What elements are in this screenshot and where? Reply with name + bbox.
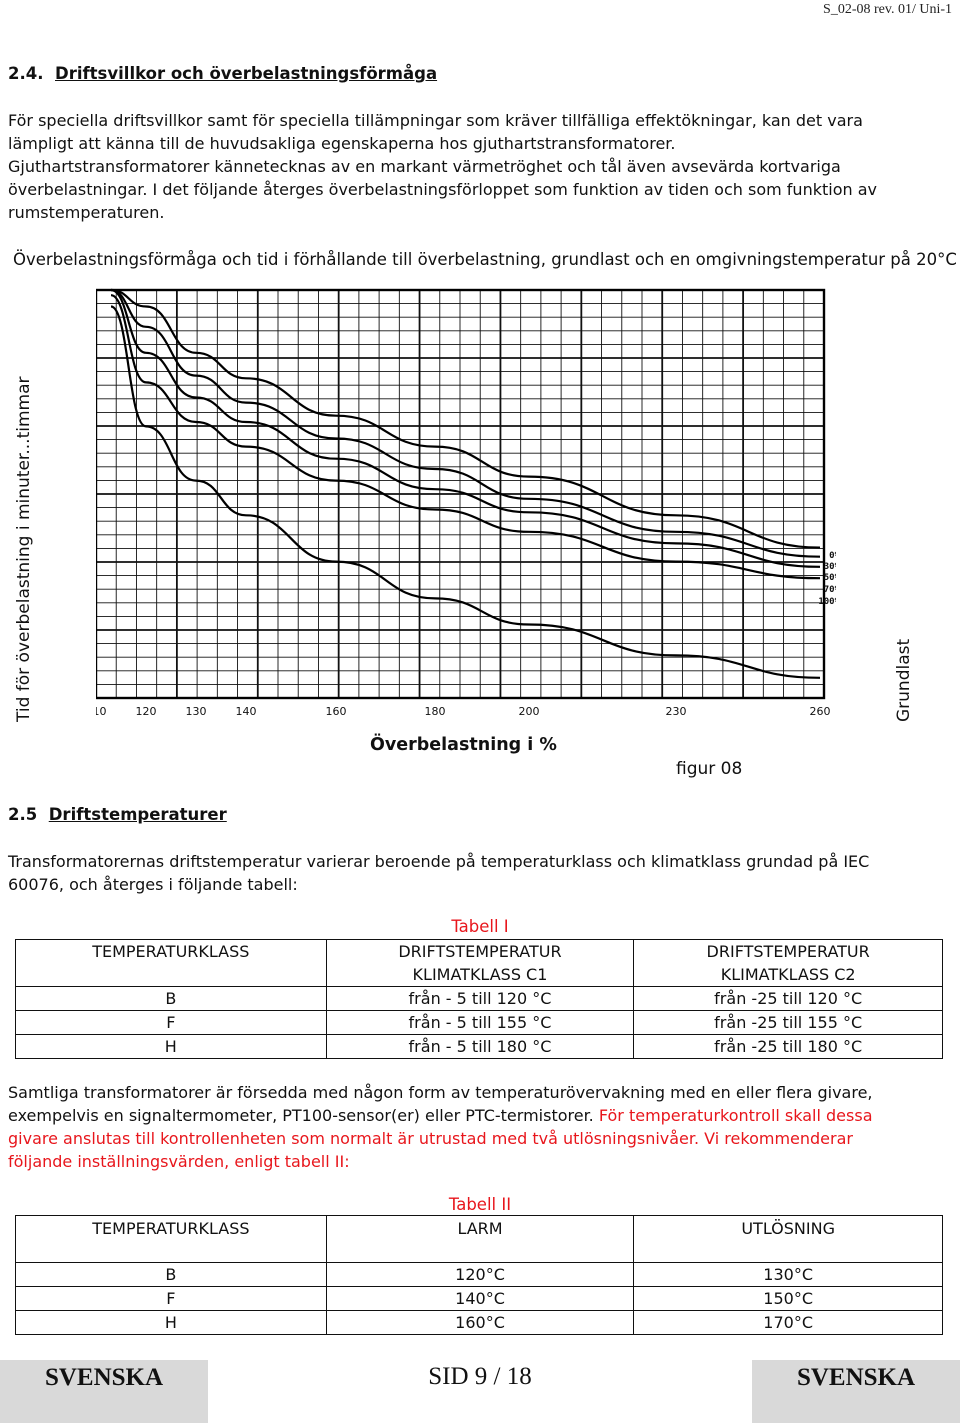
- section-heading-2-4: 2.4. Driftsvillkor och överbelastningsfö…: [8, 64, 437, 83]
- paragraph-line: 60076, och återges i följande tabell:: [8, 875, 298, 894]
- table-row: H från - 5 till 180 °C från -25 till 180…: [15, 1034, 943, 1059]
- legend-label: 50%: [824, 573, 836, 583]
- table-cell: 130°C: [633, 1262, 943, 1287]
- grundlast-label: Grundlast: [894, 638, 914, 722]
- figure-label: figur 08: [676, 759, 743, 779]
- curve-100pct: [110, 305, 821, 679]
- table-header-cell: KLIMATKLASS C2: [633, 963, 943, 987]
- table-header-cell: DRIFTSTEMPERATUR: [325, 939, 635, 963]
- temperature-paragraph: Transformatorernas driftstemperatur vari…: [8, 850, 958, 896]
- table-header-cell: TEMPERATURKLASS: [15, 1215, 327, 1263]
- footer-language-left: SVENSKA: [0, 1360, 208, 1423]
- x-tick-label: 260: [810, 705, 831, 716]
- footer-language-right: SVENSKA: [752, 1360, 960, 1423]
- section-title: Driftstemperaturer: [48, 805, 227, 824]
- table1: TEMPERATURKLASS DRIFTSTEMPERATUR DRIFTST…: [15, 939, 943, 1059]
- x-tick-label: 230: [666, 705, 687, 716]
- paragraph-line: givare anslutas till kontrollenheten som…: [8, 1129, 853, 1148]
- table-row: TEMPERATURKLASS LARM UTLÖSNING: [15, 1215, 943, 1263]
- table-header-cell: TEMPERATURKLASS: [15, 939, 327, 963]
- table-cell: H: [15, 1310, 327, 1335]
- intro-line: Gjuthartstransformatorer kännetecknas av…: [8, 157, 841, 176]
- table2: TEMPERATURKLASS LARM UTLÖSNING B 120°C 1…: [15, 1215, 943, 1335]
- table-cell: från - 5 till 120 °C: [325, 986, 635, 1011]
- table-row: B från - 5 till 120 °C från -25 till 120…: [15, 986, 943, 1011]
- x-tick-label: 110: [96, 705, 107, 716]
- table-cell: från - 5 till 155 °C: [325, 1010, 635, 1035]
- table-cell: från -25 till 155 °C: [633, 1010, 943, 1035]
- page-footer: SVENSKA SID 9 / 18 SVENSKA: [0, 1360, 960, 1423]
- intro-line: överbelastningar. I det följande återges…: [8, 180, 877, 199]
- x-tick-label: 130: [186, 705, 207, 716]
- table-header-cell: DRIFTSTEMPERATUR: [633, 939, 943, 963]
- table-row: KLIMATKLASS C1 KLIMATKLASS C2: [15, 963, 943, 987]
- table-row: B 120°C 130°C: [15, 1262, 943, 1287]
- table-row: F från - 5 till 155 °C från -25 till 155…: [15, 1010, 943, 1035]
- table-cell: 170°C: [633, 1310, 943, 1335]
- curve-30pct: [110, 288, 821, 558]
- paragraph-line: exempelvis en signaltermometer, PT100-se…: [8, 1104, 958, 1127]
- x-tick-label: 160: [326, 705, 347, 716]
- paragraph-line: följande inställningsvärden, enligt tabe…: [8, 1152, 350, 1171]
- table-cell: från -25 till 120 °C: [633, 986, 943, 1011]
- paragraph-text-red: För temperaturkontroll skall dessa: [598, 1106, 873, 1125]
- legend-label: 30%: [824, 562, 836, 572]
- table-row: F 140°C 150°C: [15, 1286, 943, 1311]
- x-tick-label: 180: [425, 705, 446, 716]
- chart-x-ticks: 110 120 130 140 160 180 200 230 260: [96, 705, 831, 716]
- x-tick-label: 120: [136, 705, 157, 716]
- intro-paragraph: För speciella driftsvillkor samt för spe…: [8, 109, 958, 224]
- legend-label: 100%: [818, 597, 836, 607]
- y-axis-label: Tid för överbelastning i minuter...timma…: [14, 376, 34, 723]
- chart-legend: 0%30%50% 70% 100%: [818, 551, 836, 607]
- intro-line: lämpligt att känna till de huvudsakliga …: [8, 134, 676, 153]
- monitoring-paragraph: Samtliga transformatorer är försedda med…: [8, 1081, 958, 1173]
- chart-caption: Överbelastningsförmåga och tid i förhåll…: [13, 250, 957, 269]
- x-axis-label: Överbelastning i %: [370, 735, 557, 755]
- table-header-cell: [15, 963, 327, 987]
- legend-label: 70%: [824, 585, 836, 595]
- table-row: TEMPERATURKLASS DRIFTSTEMPERATUR DRIFTST…: [15, 939, 943, 963]
- table-cell: från -25 till 180 °C: [633, 1034, 943, 1059]
- section-number: 2.5: [8, 805, 38, 824]
- table-cell: F: [15, 1286, 327, 1311]
- table-cell: B: [15, 1262, 327, 1287]
- paragraph-line: Samtliga transformatorer är försedda med…: [8, 1083, 873, 1102]
- table-cell: 160°C: [325, 1310, 635, 1335]
- table-cell: 150°C: [633, 1286, 943, 1311]
- table-header-cell: LARM: [325, 1215, 635, 1263]
- table2-caption: Tabell II: [448, 1195, 512, 1214]
- x-tick-label: 140: [236, 705, 257, 716]
- chart-grid: [96, 288, 826, 700]
- curve-70pct: [110, 294, 821, 580]
- table-cell: B: [15, 986, 327, 1011]
- table-row: H 160°C 170°C: [15, 1310, 943, 1335]
- overload-chart: 3214020108642 11012013014016018020023026…: [96, 288, 836, 716]
- table-cell: 120°C: [325, 1262, 635, 1287]
- curve-0pct: [110, 288, 821, 549]
- table-header-cell: UTLÖSNING: [633, 1215, 943, 1263]
- section-title: Driftsvillkor och överbelastningsförmåga: [55, 64, 438, 83]
- paragraph-text: exempelvis en signaltermometer, PT100-se…: [8, 1106, 599, 1125]
- table-cell: H: [15, 1034, 327, 1059]
- chart-frame: [96, 288, 826, 700]
- document-reference: S_02-08 rev. 01/ Uni-1: [823, 2, 952, 17]
- curve-50pct: [110, 288, 821, 568]
- table1-caption: Tabell I: [451, 917, 509, 936]
- table-cell: från - 5 till 180 °C: [325, 1034, 635, 1059]
- section-number: 2.4.: [8, 64, 44, 83]
- table-cell: 140°C: [325, 1286, 635, 1311]
- paragraph-line: Transformatorernas driftstemperatur vari…: [8, 852, 870, 871]
- table-header-cell: KLIMATKLASS C1: [325, 963, 635, 987]
- legend-label: 0%: [829, 551, 836, 561]
- section-heading-2-5: 2.5 Driftstemperaturer: [8, 805, 227, 824]
- x-tick-label: 200: [519, 705, 540, 716]
- intro-line: rumstemperaturen.: [8, 203, 165, 222]
- footer-page-number: SID 9 / 18: [428, 1363, 532, 1390]
- intro-line: För speciella driftsvillkor samt för spe…: [8, 111, 863, 130]
- table-cell: F: [15, 1010, 327, 1035]
- chart-curves: [110, 288, 821, 679]
